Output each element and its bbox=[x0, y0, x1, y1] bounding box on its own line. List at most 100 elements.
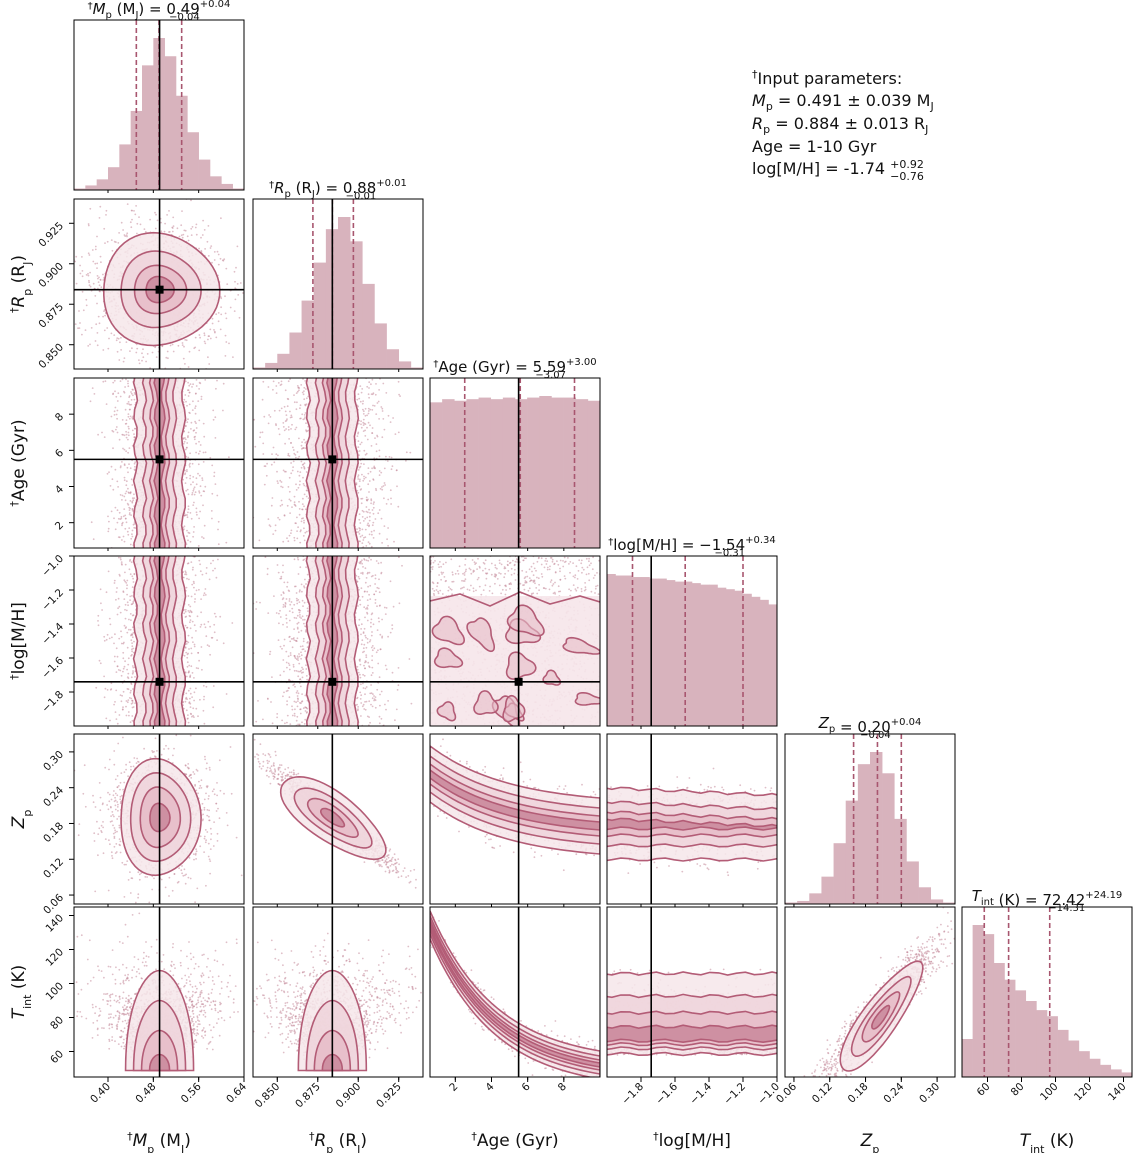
hist-bar-mp bbox=[108, 167, 120, 190]
contour-line bbox=[139, 786, 182, 849]
x-tick-label-mh: −1.4 bbox=[688, 1080, 715, 1107]
hist-bar-mh bbox=[607, 574, 616, 726]
hist-bar-mh bbox=[649, 578, 659, 726]
hist-bar-mh bbox=[768, 604, 778, 726]
contour-line bbox=[871, 1004, 891, 1030]
truth-marker bbox=[155, 455, 164, 464]
contour-line bbox=[506, 604, 545, 637]
hist-bar-mh bbox=[760, 599, 769, 726]
hist-bar-age bbox=[587, 400, 601, 548]
contour-line bbox=[314, 378, 351, 548]
panel-age-zp bbox=[429, 733, 601, 905]
x-tick-label-age: 6 bbox=[520, 1080, 533, 1093]
x-axis-label-rp: †Rp (RJ) bbox=[309, 1130, 367, 1153]
x-tick-label-age: 4 bbox=[483, 1080, 496, 1093]
y-tick-label-zp: 0.12 bbox=[41, 856, 66, 881]
panel-frame bbox=[252, 733, 424, 905]
contour-line bbox=[839, 960, 924, 1072]
hist-bar-rp bbox=[386, 349, 400, 369]
hist-bar-age bbox=[575, 399, 589, 548]
y-tick-label-tint: 140 bbox=[43, 912, 66, 935]
y-axis-label-rp: †Rp (RJ) bbox=[8, 255, 34, 313]
histogram-tint bbox=[961, 906, 1133, 1078]
hist-bar-tint bbox=[1068, 1040, 1080, 1077]
x-axis-label-mp: †Mp (MJ) bbox=[127, 1130, 191, 1153]
contour-line bbox=[466, 617, 495, 653]
y-tick-label-zp: 0.06 bbox=[41, 891, 66, 916]
panel-rp-age bbox=[252, 377, 424, 549]
hist-bar-mh bbox=[624, 575, 633, 726]
panel-frame bbox=[784, 906, 956, 1078]
contour-line bbox=[430, 922, 600, 1068]
contour-line bbox=[325, 556, 339, 726]
hist-bar-mh bbox=[632, 577, 642, 726]
y-tick-label-tint: 120 bbox=[43, 946, 66, 969]
contour-line bbox=[321, 378, 344, 548]
panel-frame bbox=[429, 555, 601, 727]
hist-bar-rp bbox=[301, 300, 315, 369]
panel-frame bbox=[252, 377, 424, 549]
x-tick-label-zp: 0.30 bbox=[917, 1081, 942, 1106]
hist-bar-zp bbox=[833, 843, 847, 904]
contour-line bbox=[153, 378, 166, 548]
panel-frame bbox=[73, 555, 245, 727]
hist-bar-zp bbox=[821, 876, 834, 904]
hist-bar-mp bbox=[210, 176, 222, 190]
hist-title-mp: †Mp (MJ) = 0.49+0.04 −0.04 bbox=[88, 0, 231, 23]
x-tick-label-tint: 140 bbox=[1106, 1081, 1129, 1104]
y-tick-label-zp: 0.24 bbox=[41, 784, 66, 809]
info-line-title: †Input parameters: bbox=[752, 68, 902, 88]
contour-line bbox=[473, 690, 499, 715]
contour-line bbox=[861, 991, 901, 1043]
hist-bar-age bbox=[442, 399, 455, 548]
histogram-rp bbox=[252, 198, 424, 370]
hist-bar-zp bbox=[845, 800, 859, 904]
x-tick-label-mh: −1.8 bbox=[620, 1081, 647, 1108]
panel-rp-mh bbox=[252, 555, 424, 727]
panel-frame bbox=[252, 906, 424, 1078]
contour-line bbox=[607, 800, 777, 848]
y-tick-label-mh: −1.6 bbox=[40, 654, 67, 681]
contour-line bbox=[314, 556, 351, 726]
hist-bar-tint bbox=[1025, 1001, 1037, 1077]
contour-line bbox=[430, 591, 600, 607]
hist-title-age: †Age (Gyr) = 5.59+3.00 −3.07 bbox=[433, 357, 596, 381]
hist-bar-age bbox=[527, 397, 540, 548]
hist-bar-age bbox=[430, 402, 443, 548]
panel-mh-tint bbox=[606, 906, 778, 1078]
contour-line bbox=[607, 1010, 777, 1047]
hist-bar-mh bbox=[734, 590, 744, 726]
hist-bar-mp bbox=[232, 188, 245, 190]
y-tick-label-zp: 0.18 bbox=[41, 820, 66, 845]
panel-zp-tint bbox=[784, 906, 956, 1078]
y-axis-label-age: †Age (Gyr) bbox=[8, 419, 30, 506]
hist-bar-zp bbox=[930, 899, 944, 904]
hist-bar-mh bbox=[700, 584, 710, 726]
contour-fill bbox=[430, 770, 600, 830]
hist-bar-tint bbox=[1100, 1064, 1112, 1077]
contour-line bbox=[148, 378, 171, 548]
contour-fill bbox=[607, 1025, 777, 1043]
y-axis-label-tint: Tint (K) bbox=[9, 965, 34, 1020]
contour-line bbox=[430, 915, 600, 1075]
x-tick-label-mp: 0.48 bbox=[133, 1081, 158, 1106]
hist-bar-mh bbox=[683, 581, 693, 726]
histogram-age bbox=[429, 377, 601, 549]
hist-bar-mh bbox=[726, 589, 735, 726]
y-tick-label-mh: −1.0 bbox=[40, 553, 67, 580]
contour-line bbox=[433, 647, 464, 669]
x-tick-label-age: 2 bbox=[447, 1081, 460, 1094]
hist-bar-zp bbox=[870, 752, 883, 904]
contour-line bbox=[607, 993, 777, 1051]
contour-line bbox=[562, 636, 600, 655]
panel-frame bbox=[73, 198, 245, 370]
histogram-zp bbox=[784, 733, 956, 905]
panel-frame bbox=[606, 555, 778, 727]
hist-bar-age bbox=[551, 397, 564, 548]
hist-bar-rp bbox=[338, 217, 351, 369]
hist-bar-age bbox=[478, 397, 492, 548]
info-line-mp: Mp = 0.491 ± 0.039 MJ bbox=[752, 91, 934, 113]
hist-bar-tint bbox=[1078, 1051, 1090, 1077]
y-tick-label-tint: 100 bbox=[43, 980, 66, 1003]
